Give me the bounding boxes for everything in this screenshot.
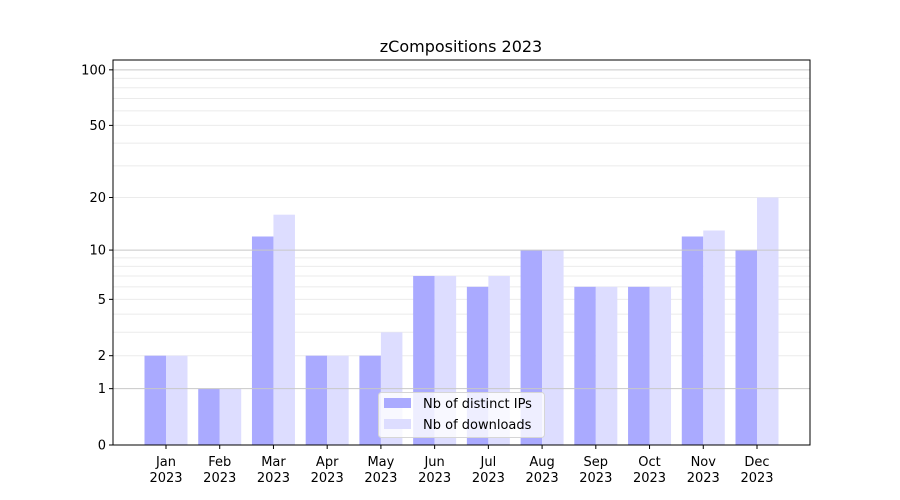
y-tick-label: 1 xyxy=(98,382,106,397)
x-tick-label-year: 2023 xyxy=(203,471,236,486)
x-tick-label-month: Aug xyxy=(529,455,554,470)
x-tick-label-month: Dec xyxy=(744,455,769,470)
y-tick-label: 0 xyxy=(98,439,106,454)
bar-downloads xyxy=(273,214,295,445)
x-tick-label-year: 2023 xyxy=(740,471,773,486)
x-tick-label-year: 2023 xyxy=(687,471,720,486)
x-tick-label-month: Sep xyxy=(584,455,609,470)
x-tick-label-month: Jan xyxy=(155,455,176,470)
x-tick-label-year: 2023 xyxy=(418,471,451,486)
legend-swatch xyxy=(384,419,411,429)
x-tick-label-month: Feb xyxy=(208,455,231,470)
x-tick-label-month: Mar xyxy=(261,455,286,470)
bar-downloads xyxy=(757,197,779,445)
bar-distinct-ips xyxy=(574,286,596,445)
x-tick-label-month: Oct xyxy=(638,455,660,470)
bar-downloads xyxy=(327,355,349,445)
bar-distinct-ips xyxy=(681,236,704,445)
x-tick-label-year: 2023 xyxy=(364,471,397,486)
bar-distinct-ips xyxy=(305,355,328,445)
y-tick-label: 50 xyxy=(89,119,106,134)
bar-downloads xyxy=(703,230,725,445)
bar-downloads xyxy=(219,388,242,445)
x-tick-label-year: 2023 xyxy=(633,471,666,486)
x-tick-label-month: Jul xyxy=(480,455,497,470)
y-tick-label: 10 xyxy=(89,244,106,259)
chart-title: zCompositions 2023 xyxy=(380,37,542,56)
bar-distinct-ips xyxy=(359,355,381,445)
bar-downloads xyxy=(595,286,618,445)
bar-downloads xyxy=(166,355,188,445)
y-tick-label: 100 xyxy=(81,63,106,78)
plot-frame xyxy=(112,59,811,446)
legend: Nb of distinct IPs Nb of downloads xyxy=(378,392,545,438)
bar-distinct-ips xyxy=(735,250,757,445)
bar-distinct-ips xyxy=(251,236,274,445)
x-tick-label-month: Apr xyxy=(316,455,339,470)
x-tick-label-year: 2023 xyxy=(257,471,290,486)
x-tick-label-year: 2023 xyxy=(311,471,344,486)
y-axis: 0 1 2 5 10 20 50 100 xyxy=(81,63,113,454)
legend-label: Nb of downloads xyxy=(423,418,532,433)
gridlines-major xyxy=(113,69,810,390)
legend-label: Nb of distinct IPs xyxy=(423,397,532,412)
x-tick-label-month: Jun xyxy=(423,455,444,470)
bar-distinct-ips xyxy=(628,286,650,445)
bar-distinct-ips xyxy=(198,388,220,445)
x-axis: Jan2023Feb2023Mar2023Apr2023May2023Jun20… xyxy=(149,445,774,486)
y-tick-label: 20 xyxy=(89,191,106,206)
bar-downloads xyxy=(542,250,564,445)
bar-downloads xyxy=(649,286,672,445)
x-tick-label-year: 2023 xyxy=(472,471,505,486)
legend-swatch xyxy=(384,398,411,408)
gridlines xyxy=(113,77,810,357)
x-tick-label-month: May xyxy=(367,455,394,470)
bar-distinct-ips xyxy=(144,355,166,445)
x-tick-label-year: 2023 xyxy=(526,471,559,486)
legend-box xyxy=(378,392,545,438)
x-tick-label-month: Nov xyxy=(691,455,717,470)
y-tick-label: 2 xyxy=(98,349,106,364)
y-tick-label: 5 xyxy=(98,293,106,308)
x-tick-label-year: 2023 xyxy=(149,471,182,486)
x-tick-label-year: 2023 xyxy=(579,471,612,486)
